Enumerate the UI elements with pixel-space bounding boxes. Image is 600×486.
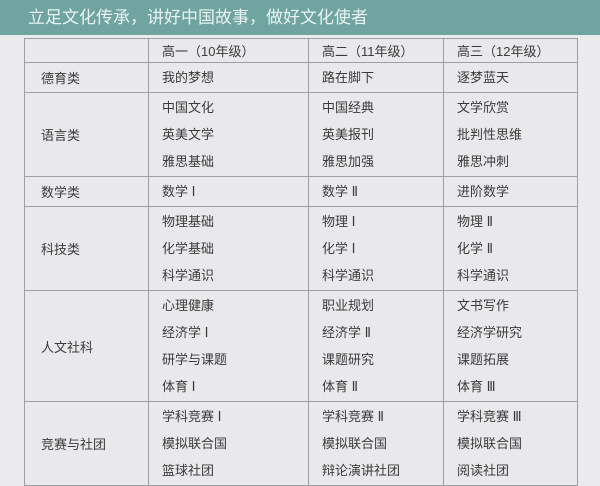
table-container: 高一（10年级） 高二（11年级） 高三（12年级） 德育类 我的梦想 路在脚下 逐梦… (24, 38, 600, 486)
course-item: 课题研究 (322, 352, 375, 367)
course-item: 进阶数学 (457, 184, 510, 199)
course-item: 阅读社团 (457, 463, 510, 478)
course-item: 科学通识 (162, 268, 215, 283)
category-cell: 人文社科 (24, 290, 149, 402)
course-cell: 物理 Ⅰ 化学 Ⅰ 科学通识 (308, 206, 444, 291)
course-item: 英美报刊 (322, 127, 375, 142)
table-row: 竞赛与社团 学科竞赛 Ⅰ 模拟联合国 篮球社团 学科竞赛 Ⅱ 模拟联合国 辩论演讲社团 学科竞… (24, 401, 578, 486)
category-cell: 竞赛与社团 (24, 401, 149, 486)
course-item: 批判性思维 (457, 127, 523, 142)
table-row: 科技类 物理基础 化学基础 科学通识 物理 Ⅰ 化学 Ⅰ 科学通识 物理 Ⅱ 化学 Ⅱ 科学通识 (24, 206, 578, 291)
curriculum-table: 高一（10年级） 高二（11年级） 高三（12年级） 德育类 我的梦想 路在脚下 逐梦… (24, 38, 578, 486)
course-item: 物理 Ⅱ (457, 214, 494, 229)
course-item: 模拟联合国 (162, 436, 228, 451)
course-cell: 学科竞赛 Ⅲ 模拟联合国阅读社团 (443, 401, 578, 486)
course-item: 物理 Ⅰ (322, 214, 356, 229)
course-cell: 中国经典英美报刊雅思加强 (308, 92, 444, 177)
course-item: 我的梦想 (162, 70, 215, 85)
course-item: 模拟联合国 (322, 436, 388, 451)
category-cell: 科技类 (24, 206, 149, 291)
course-item: 科学通识 (322, 268, 375, 283)
course-item: 科学通识 (457, 268, 510, 283)
course-item: 英美文学 (162, 127, 215, 142)
course-item: 体育 Ⅱ (322, 379, 359, 394)
table-header: 高一（10年级） 高二（11年级） 高三（12年级） (24, 38, 578, 63)
table-row: 语言类 中国文化 英美文学 雅思基础 中国经典 英美报刊 雅思加强 文学欣赏 批判性思维 雅思冲刺 (24, 92, 578, 177)
course-cell: 职业规划经济学 Ⅱ 课题研究体育 Ⅱ (308, 290, 444, 402)
course-cell: 我的梦想 (148, 62, 309, 93)
course-cell: 心理健康经济学 Ⅰ 研学与课题体育 Ⅰ (148, 290, 309, 402)
course-item: 逐梦蓝天 (457, 70, 510, 85)
course-item: 篮球社团 (162, 463, 215, 478)
course-item: 学科竞赛 Ⅱ (322, 409, 385, 424)
table-row: 德育类 我的梦想 路在脚下 逐梦蓝天 (24, 62, 578, 93)
course-item: 心理健康 (162, 298, 215, 313)
header-cell-grade12: 高三（12年级） (443, 38, 578, 63)
curriculum-table-body: 德育类 我的梦想 路在脚下 逐梦蓝天 语言类 中国文化 英美文学 雅思基础 中国经典 英美报刊 雅思… (24, 62, 578, 486)
course-cell: 数学 Ⅱ (308, 176, 444, 207)
course-item: 数学 Ⅰ (162, 184, 196, 199)
course-item: 雅思基础 (162, 154, 215, 169)
header-cell-category (24, 38, 149, 63)
category-cell: 数学类 (24, 176, 149, 207)
title-banner: 立足文化传承，讲好中国故事，做好文化使者 (0, 0, 600, 35)
course-cell: 逐梦蓝天 (443, 62, 578, 93)
category-cell: 德育类 (24, 62, 149, 93)
course-item: 数学 Ⅱ (322, 184, 359, 199)
course-item: 课题拓展 (457, 352, 510, 367)
course-cell: 物理 Ⅱ 化学 Ⅱ 科学通识 (443, 206, 578, 291)
course-item: 经济学 Ⅱ (322, 325, 372, 340)
category-cell: 语言类 (24, 92, 149, 177)
course-item: 模拟联合国 (457, 436, 523, 451)
course-item: 路在脚下 (322, 70, 375, 85)
course-item: 辩论演讲社团 (322, 463, 401, 478)
header-cell-grade11: 高二（11年级） (308, 38, 444, 63)
banner-title: 立足文化传承，讲好中国故事，做好文化使者 (28, 8, 368, 27)
course-cell: 数学 Ⅰ (148, 176, 309, 207)
course-cell: 文学欣赏批判性思维雅思冲刺 (443, 92, 578, 177)
course-item: 化学 Ⅱ (457, 241, 494, 256)
header-row: 高一（10年级） 高二（11年级） 高三（12年级） (24, 38, 578, 63)
course-cell: 进阶数学 (443, 176, 578, 207)
course-item: 经济学 Ⅰ (162, 325, 209, 340)
course-item: 研学与课题 (162, 352, 228, 367)
course-cell: 学科竞赛 Ⅱ 模拟联合国辩论演讲社团 (308, 401, 444, 486)
course-cell: 中国文化英美文学雅思基础 (148, 92, 309, 177)
course-cell: 文书写作经济学研究课题拓展体育 Ⅲ (443, 290, 578, 402)
course-cell: 路在脚下 (308, 62, 444, 93)
course-item: 职业规划 (322, 298, 375, 313)
course-item: 文书写作 (457, 298, 510, 313)
table-row: 人文社科 心理健康经济学 Ⅰ 研学与课题体育 Ⅰ 职业规划经济学 Ⅱ 课题研究体育 Ⅱ 文… (24, 290, 578, 402)
course-item: 化学 Ⅰ (322, 241, 356, 256)
course-item: 雅思加强 (322, 154, 375, 169)
table-row: 数学类 数学 Ⅰ 数学 Ⅱ 进阶数学 (24, 176, 578, 207)
course-item: 体育 Ⅲ (457, 379, 496, 394)
course-item: 雅思冲刺 (457, 154, 510, 169)
course-item: 中国经典 (322, 100, 375, 115)
course-item: 学科竞赛 Ⅲ (457, 409, 522, 424)
course-item: 经济学研究 (457, 325, 523, 340)
course-cell: 学科竞赛 Ⅰ 模拟联合国篮球社团 (148, 401, 309, 486)
course-item: 中国文化 (162, 100, 215, 115)
course-cell: 物理基础化学基础科学通识 (148, 206, 309, 291)
course-item: 体育 Ⅰ (162, 379, 196, 394)
course-item: 学科竞赛 Ⅰ (162, 409, 222, 424)
course-item: 文学欣赏 (457, 100, 510, 115)
course-item: 物理基础 (162, 214, 215, 229)
header-cell-grade10: 高一（10年级） (148, 38, 309, 63)
course-item: 化学基础 (162, 241, 215, 256)
